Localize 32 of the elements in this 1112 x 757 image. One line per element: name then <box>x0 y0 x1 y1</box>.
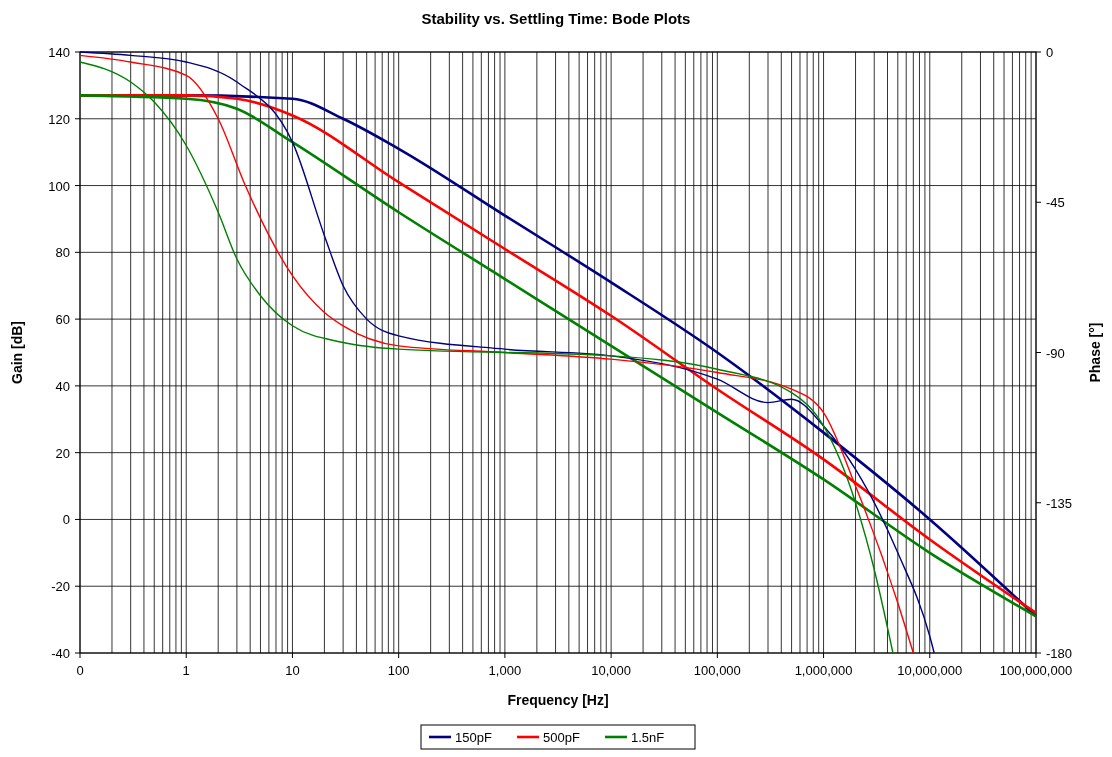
y2-tick-label: -180 <box>1046 646 1073 661</box>
y-tick-label: 120 <box>48 111 70 127</box>
y2-tick-label: -45 <box>1046 195 1065 211</box>
x-tick-label: 100,000,000 <box>999 663 1073 678</box>
x-tick-label: 10,000,000 <box>897 663 963 678</box>
x-tick-label: 100 <box>387 663 410 678</box>
x-tick-label: 1,000 <box>488 663 522 678</box>
y2-tick-label: -135 <box>1046 495 1073 511</box>
y-tick-label: 140 <box>48 45 70 60</box>
x-tick-label: 1 <box>182 663 190 678</box>
y-tick-label: 100 <box>48 178 70 194</box>
y2-tick-label: 0 <box>1046 45 1054 60</box>
y-tick-label: -40 <box>51 646 70 661</box>
x-tick-label: 10,000 <box>591 663 631 678</box>
y-tick-label: 20 <box>55 445 70 461</box>
legend-label: 500pF <box>543 730 580 745</box>
y-tick-label: 80 <box>55 245 70 261</box>
y-tick-label: 40 <box>55 378 70 394</box>
legend-label: 1.5nF <box>631 730 665 745</box>
x-tick-label: 100,000 <box>693 663 741 678</box>
y-tick-label: 60 <box>55 312 70 328</box>
y-axis-title: Gain [dB] <box>9 321 25 384</box>
x-tick-label: 10 <box>285 663 300 678</box>
x-tick-label: 1,000,000 <box>794 663 853 678</box>
legend-label: 150pF <box>455 730 492 745</box>
x-axis-title: Frequency [Hz] <box>507 692 609 708</box>
y-tick-label: 0 <box>62 512 70 528</box>
chart-title: Stability vs. Settling Time: Bode Plots <box>421 10 691 27</box>
y-tick-label: -20 <box>51 579 70 595</box>
y2-axis-title: Phase [°] <box>1087 322 1103 383</box>
y2-tick-label: -90 <box>1046 345 1065 361</box>
x-tick-label: 0 <box>76 663 84 678</box>
